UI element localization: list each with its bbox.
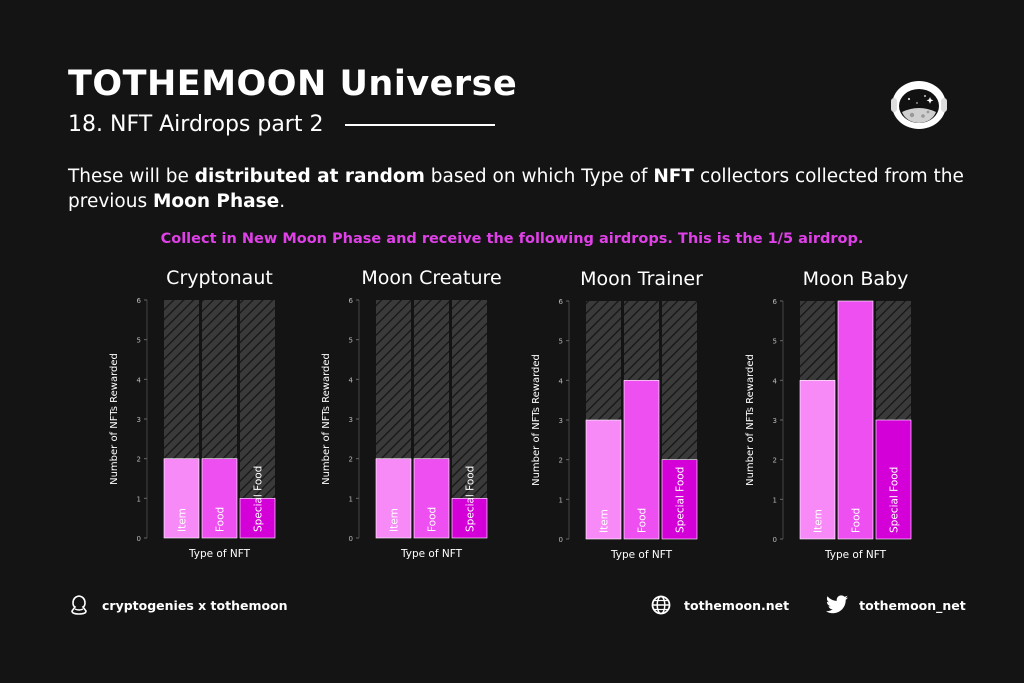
y-tick-label: 2 bbox=[773, 457, 777, 465]
bar bbox=[201, 458, 238, 539]
y-tick-label: 5 bbox=[349, 337, 353, 345]
description-text-3: collectors collected from the previous bbox=[68, 166, 964, 212]
y-tick-label: 3 bbox=[349, 416, 353, 424]
y-tick-label: 6 bbox=[349, 297, 354, 305]
y-tick-label: 3 bbox=[559, 417, 563, 425]
y-tick-label: 3 bbox=[773, 417, 777, 425]
bar-category-label: Food bbox=[851, 508, 863, 533]
y-tick-label: 0 bbox=[559, 536, 563, 544]
description-text-2: based on which Type of bbox=[424, 166, 654, 187]
y-tick-label: 1 bbox=[559, 496, 563, 504]
bar-category-label: Food bbox=[637, 508, 649, 533]
subtitle-divider bbox=[345, 123, 496, 126]
y-tick-label: 4 bbox=[773, 377, 778, 385]
x-axis-label: Type of NFT bbox=[824, 549, 887, 561]
subtitle-row: 18. NFT Airdrops part 2 bbox=[68, 112, 496, 137]
chart-title: Moon Baby bbox=[803, 268, 909, 290]
y-tick-label: 6 bbox=[137, 297, 142, 305]
y-tick-label: 6 bbox=[559, 298, 564, 306]
x-axis-label: Type of NFT bbox=[188, 548, 251, 560]
bar-category-label: Item bbox=[389, 508, 401, 532]
bar-category-label: Special Food bbox=[889, 467, 901, 533]
twitter-bird-icon bbox=[825, 594, 849, 616]
y-tick-label: 4 bbox=[559, 377, 564, 385]
y-axis-label: Number of NFTs Rewarded bbox=[531, 354, 542, 486]
y-tick-label: 3 bbox=[137, 416, 141, 424]
y-axis-label: Number of NFTs Rewarded bbox=[321, 353, 332, 485]
highlight-note: Collect in New Moon Phase and receive th… bbox=[160, 231, 864, 247]
twitter-text: tothemoon_net bbox=[859, 597, 966, 613]
bar bbox=[837, 300, 874, 540]
page-title: TOTHEMOON Universe bbox=[68, 64, 518, 104]
bar-category-label: Item bbox=[177, 508, 189, 532]
bar-category-label: Special Food bbox=[465, 466, 477, 532]
footer-brand: cryptogenies x tothemoon bbox=[68, 594, 288, 616]
description-bold-1: distributed at random bbox=[194, 166, 425, 187]
x-axis-label: Type of NFT bbox=[610, 549, 673, 561]
y-tick-label: 1 bbox=[137, 495, 141, 503]
cryptogenies-logo-icon bbox=[68, 594, 90, 616]
bar bbox=[239, 498, 276, 539]
y-tick-label: 5 bbox=[559, 338, 563, 346]
y-tick-label: 5 bbox=[773, 338, 777, 346]
bar-category-label: Food bbox=[215, 507, 227, 532]
bar bbox=[875, 419, 912, 540]
y-tick-label: 0 bbox=[349, 535, 353, 543]
bar bbox=[413, 458, 450, 539]
website-link[interactable]: tothemoon.net bbox=[650, 594, 789, 616]
footer-links: tothemoon.net tothemoon_net bbox=[650, 594, 966, 616]
y-tick-label: 6 bbox=[773, 298, 778, 306]
bar bbox=[163, 458, 200, 539]
chart-title: Cryptonaut bbox=[166, 267, 273, 289]
description: These will be distributed at random base… bbox=[68, 164, 968, 214]
globe-icon bbox=[650, 594, 672, 616]
chart-title: Moon Creature bbox=[361, 267, 501, 289]
charts-area: Cryptonaut 0 1 2 3 4 5 6 Number of NFTs Rewarded… bbox=[109, 267, 912, 561]
bar bbox=[585, 419, 622, 540]
page-subtitle: 18. NFT Airdrops part 2 bbox=[68, 112, 324, 137]
bar-category-label: Food bbox=[427, 507, 439, 532]
description-text-1: These will be bbox=[68, 166, 195, 187]
footer-brand-text: cryptogenies x tothemoon bbox=[102, 597, 288, 613]
y-tick-label: 0 bbox=[773, 536, 777, 544]
y-tick-label: 0 bbox=[137, 535, 141, 543]
bar-category-label: Item bbox=[599, 509, 611, 533]
y-tick-label: 4 bbox=[137, 376, 142, 384]
y-tick-label: 1 bbox=[773, 496, 777, 504]
y-axis-label: Number of NFTs Rewarded bbox=[109, 353, 120, 485]
bar bbox=[799, 380, 836, 540]
y-tick-label: 2 bbox=[559, 457, 563, 465]
astronaut-helmet-logo-icon bbox=[890, 74, 948, 132]
bar bbox=[375, 458, 412, 539]
y-tick-label: 1 bbox=[349, 495, 353, 503]
website-text: tothemoon.net bbox=[684, 597, 790, 613]
twitter-link[interactable]: tothemoon_net bbox=[825, 594, 966, 616]
bar bbox=[623, 380, 660, 540]
description-bold-2: NFT bbox=[653, 166, 695, 187]
description-text-4: . bbox=[279, 191, 286, 212]
y-tick-label: 4 bbox=[349, 376, 354, 384]
bar bbox=[661, 459, 698, 540]
y-tick-label: 5 bbox=[137, 337, 141, 345]
bar-category-label: Special Food bbox=[253, 466, 265, 532]
y-tick-label: 2 bbox=[137, 456, 141, 464]
y-tick-label: 2 bbox=[349, 456, 353, 464]
chart-title: Moon Trainer bbox=[580, 268, 703, 290]
bar-category-label: Special Food bbox=[675, 467, 687, 533]
bar bbox=[451, 498, 488, 539]
y-axis-label: Number of NFTs Rewarded bbox=[745, 354, 756, 486]
x-axis-label: Type of NFT bbox=[400, 548, 463, 560]
bar-category-label: Item bbox=[813, 509, 825, 533]
description-bold-3: Moon Phase bbox=[152, 191, 280, 212]
